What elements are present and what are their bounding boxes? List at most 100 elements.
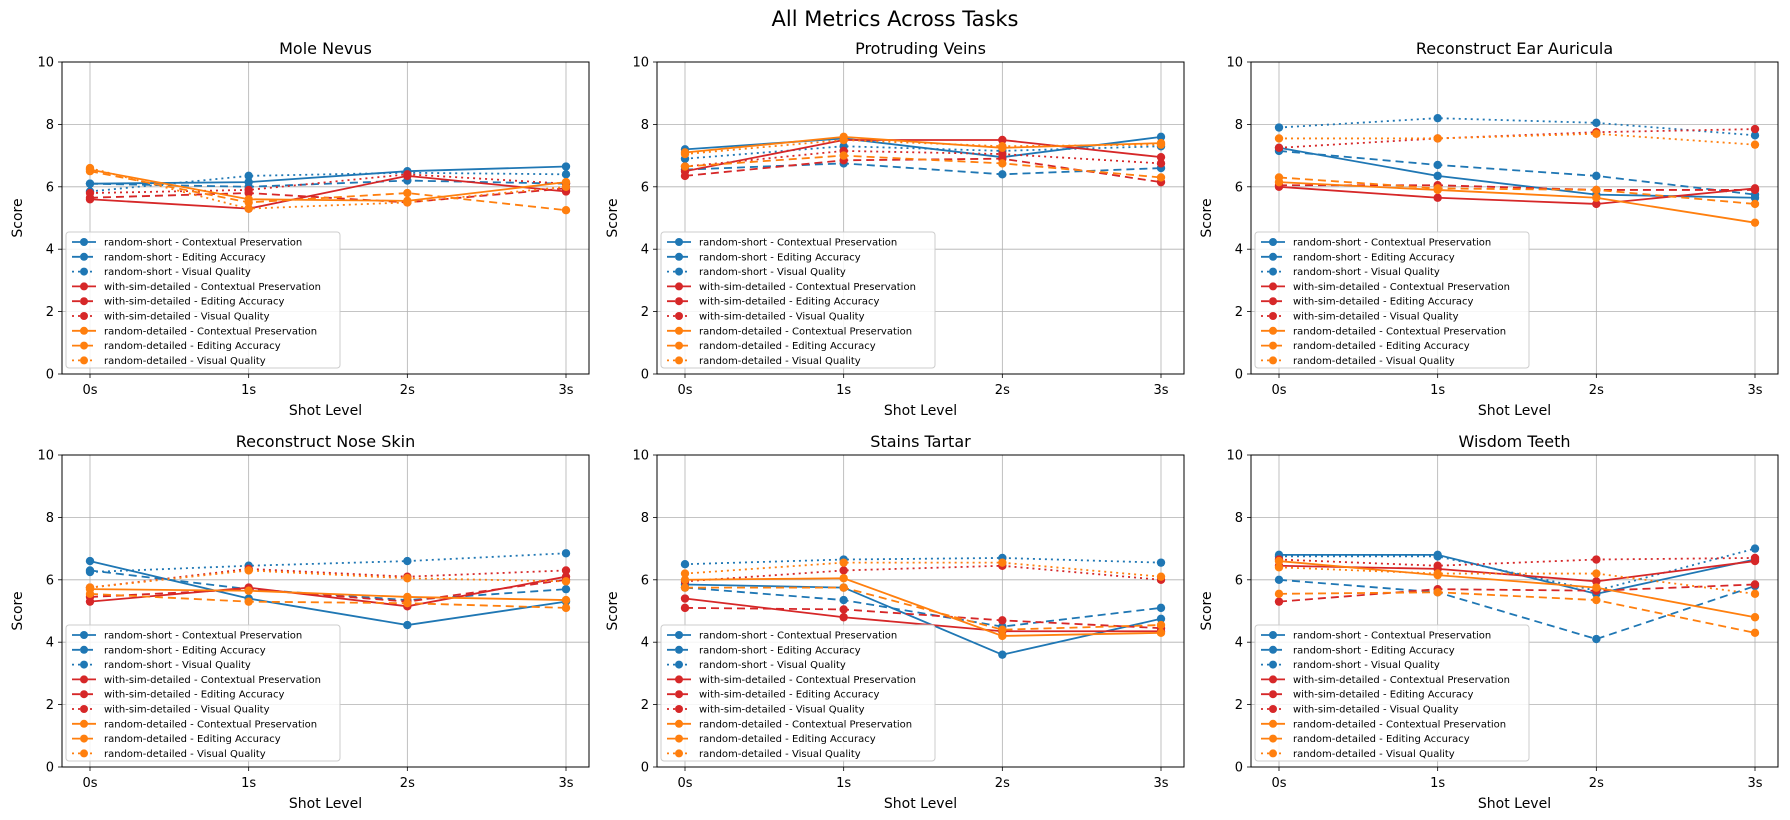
- legend-marker: [1269, 252, 1277, 261]
- legend-marker: [675, 312, 683, 320]
- legend-label: random-detailed - Visual Quality: [104, 356, 266, 367]
- x-tick-label: 2s: [400, 776, 415, 791]
- legend: random-short - Contextual Preservation ra…: [1254, 231, 1530, 369]
- data-point: [680, 162, 690, 171]
- legend-marker: [1269, 297, 1277, 306]
- legend-label: random-short - Contextual Preservation: [1293, 631, 1491, 642]
- y-tick-label: 10: [37, 56, 54, 71]
- legend-label: with-sim-detailed - Visual Quality: [104, 705, 270, 716]
- y-tick-label: 4: [1235, 636, 1243, 651]
- data-point: [85, 556, 95, 566]
- data-point: [561, 595, 571, 605]
- data-point: [244, 171, 253, 181]
- legend-marker: [675, 297, 683, 306]
- data-point: [680, 560, 690, 569]
- legend-label: random-short - Contextual Preservation: [1293, 238, 1491, 249]
- x-tick-label: 2s: [1589, 383, 1604, 398]
- data-point: [839, 135, 848, 145]
- data-point: [680, 594, 690, 603]
- legend-marker: [1269, 631, 1277, 639]
- legend-label: with-sim-detailed - Contextual Preservat…: [699, 675, 916, 686]
- figure-title: All Metrics Across Tasks: [772, 7, 1019, 31]
- series-line: [684, 139, 1162, 155]
- legend-label: random-short - Editing Accuracy: [699, 252, 861, 263]
- series-line: [1278, 583, 1756, 603]
- legend-marker: [675, 631, 683, 639]
- series-line: [1278, 566, 1756, 595]
- subplot: 0 2 4 6 8 10 0s 1s 2s 3s Mole Nevus Shot Level Score…: [10, 39, 590, 419]
- data-point: [403, 574, 412, 583]
- legend-box: [1254, 624, 1530, 762]
- data-point: [561, 584, 571, 594]
- x-tick-label: 3s: [558, 383, 573, 398]
- data-point: [998, 142, 1007, 151]
- series-line: [684, 606, 1162, 630]
- y-tick-label: 10: [632, 56, 649, 71]
- legend-label: random-short - Editing Accuracy: [1293, 252, 1455, 263]
- legend-marker: [675, 705, 683, 713]
- legend-marker: [1269, 690, 1277, 699]
- data-point: [1750, 628, 1760, 638]
- legend-marker: [675, 690, 683, 699]
- y-tick-label: 2: [641, 698, 649, 713]
- legend-label: random-detailed - Editing Accuracy: [104, 734, 281, 745]
- series-line: [684, 577, 1162, 637]
- legend-label: random-detailed - Editing Accuracy: [104, 341, 281, 352]
- data-point: [1592, 569, 1601, 578]
- subplot-title: Stains Tartar: [870, 432, 971, 451]
- data-point: [998, 159, 1007, 168]
- series-line: [1278, 150, 1756, 196]
- data-point: [1156, 159, 1166, 168]
- subplot-title: Wisdom Teeth: [1458, 432, 1570, 451]
- series-line: [89, 173, 567, 194]
- series-line: [89, 168, 567, 202]
- series-line: [1278, 117, 1756, 137]
- series-line: [684, 557, 1162, 566]
- data-point: [1156, 140, 1166, 149]
- legend-label: with-sim-detailed - Contextual Preservat…: [104, 675, 321, 686]
- data-point: [998, 170, 1007, 179]
- y-tick-label: 6: [1235, 573, 1243, 588]
- data-point: [839, 605, 848, 614]
- y-tick-label: 8: [641, 511, 649, 526]
- legend-marker: [675, 252, 683, 261]
- legend-label: random-detailed - Visual Quality: [1293, 356, 1455, 367]
- y-tick-label: 10: [37, 449, 54, 464]
- y-tick-label: 6: [46, 573, 54, 588]
- y-tick-label: 6: [641, 573, 649, 588]
- axes-frame: [61, 61, 590, 375]
- data-point: [1274, 575, 1284, 584]
- legend: random-short - Contextual Preservation ra…: [1254, 624, 1530, 762]
- data-point: [1750, 124, 1760, 134]
- x-tick-label: 0s: [677, 776, 692, 791]
- data-point: [998, 149, 1007, 159]
- x-tick-label: 1s: [1430, 383, 1445, 398]
- data-point: [1592, 595, 1601, 605]
- y-tick-label: 2: [641, 305, 649, 320]
- data-point: [1433, 552, 1442, 561]
- legend-label: with-sim-detailed - Visual Quality: [699, 705, 865, 716]
- data-point: [1592, 634, 1601, 644]
- x-tick-label: 2s: [995, 776, 1010, 791]
- y-tick-label: 8: [641, 118, 649, 133]
- legend-label: random-short - Contextual Preservation: [699, 631, 897, 642]
- y-tick-label: 2: [1235, 698, 1243, 713]
- legend-label: random-detailed - Visual Quality: [699, 356, 861, 367]
- y-tick-label: 0: [1235, 761, 1243, 776]
- series-line: [684, 586, 1162, 628]
- legend-label: random-detailed - Contextual Preservatio…: [699, 326, 912, 337]
- legend-label: random-short - Visual Quality: [104, 660, 251, 671]
- data-point: [998, 616, 1007, 625]
- y-tick-label: 4: [46, 243, 54, 258]
- series-line: [1278, 578, 1756, 641]
- series-line: [1278, 176, 1756, 205]
- legend-marker: [1269, 719, 1277, 728]
- data-point: [561, 162, 571, 171]
- y-tick-label: 4: [1235, 243, 1243, 258]
- data-point: [1592, 118, 1601, 128]
- y-tick-label: 8: [1235, 118, 1243, 133]
- data-point: [403, 188, 412, 198]
- data-point: [1592, 193, 1601, 202]
- subplot-title: Protruding Veins: [855, 39, 986, 58]
- data-point: [998, 135, 1007, 145]
